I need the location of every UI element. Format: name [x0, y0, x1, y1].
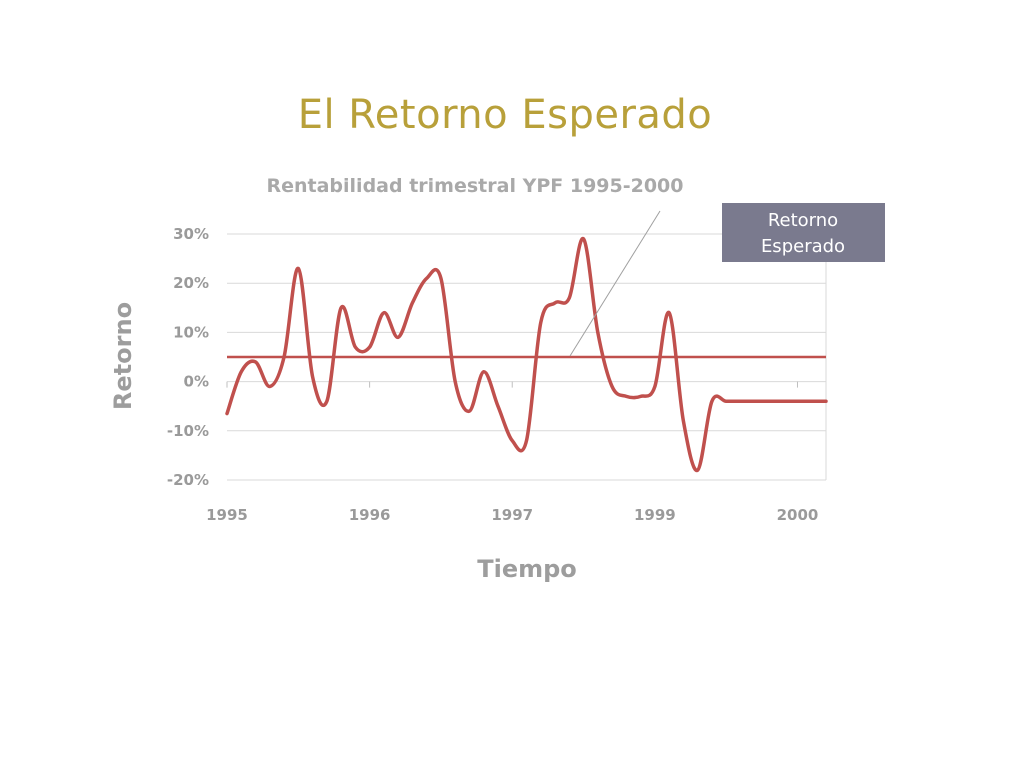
y-tick-label-3: 0% — [184, 373, 209, 391]
x-axis-label: Tiempo — [477, 555, 577, 583]
y-tick-label-2: 10% — [173, 323, 209, 341]
y-tick-label-1: 20% — [173, 274, 209, 292]
x-tick-label-2: 1997 — [491, 506, 533, 524]
slide-title: El Retorno Esperado — [297, 92, 713, 138]
y-tick-label-5: -20% — [167, 471, 209, 489]
x-tick-label-1: 1996 — [349, 506, 391, 524]
y-axis-label: Retorno — [109, 302, 137, 410]
y-tick-label-4: -10% — [167, 422, 209, 440]
x-tick-label-0: 1995 — [206, 506, 248, 524]
chart-title: Rentabilidad trimestral YPF 1995-2000 — [266, 175, 683, 197]
callout-box: Retorno Esperado — [722, 203, 885, 262]
x-tick-labels: 1995 1996 1997 1999 2000 — [206, 506, 818, 524]
grid — [226, 233, 827, 481]
callout-line-2: Esperado — [761, 236, 845, 257]
y-tick-label-0: 30% — [173, 225, 209, 243]
x-tick-label-4: 2000 — [777, 506, 819, 524]
x-tick-label-3: 1999 — [634, 506, 676, 524]
y-tick-labels: 30% 20% 10% 0% -10% -20% — [167, 225, 209, 489]
series-line-ypf — [225, 237, 828, 472]
callout-line-1: Retorno — [768, 210, 838, 231]
callout-leader-line — [569, 210, 661, 357]
